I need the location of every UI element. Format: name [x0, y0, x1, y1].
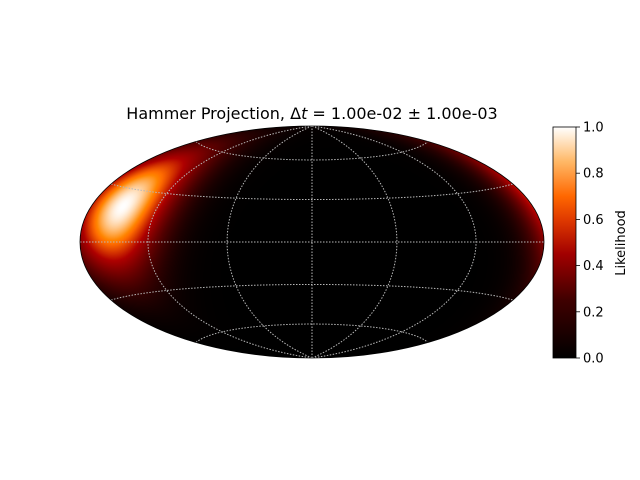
colorbar-label: Likelihood [614, 210, 629, 276]
colorbar-tick-label: 0.6 [583, 213, 604, 228]
colorbar-tick-label: 0.2 [583, 305, 604, 320]
parallel-line [110, 283, 514, 301]
colorbar-tick-label: 0.8 [583, 167, 604, 182]
parallel-line [195, 323, 429, 343]
chart-title: Hammer Projection, Δt = 1.00e-02 ± 1.00e… [126, 104, 497, 123]
colorbar-tick-label: 0.0 [583, 352, 604, 367]
colorbar-tick-label: 0.4 [583, 259, 604, 274]
colorbar-tick-label: 1.0 [583, 121, 604, 136]
graticule [80, 126, 544, 358]
map-outline [79, 125, 545, 359]
meridian-line [311, 126, 398, 358]
parallel-line [195, 141, 429, 161]
map-area [79, 125, 545, 359]
colorbar-gradient [552, 126, 577, 359]
parallel-line [110, 183, 514, 201]
colorbar: 0.0 0.2 0.4 0.6 0.8 1.0 Likelihood [552, 121, 629, 367]
